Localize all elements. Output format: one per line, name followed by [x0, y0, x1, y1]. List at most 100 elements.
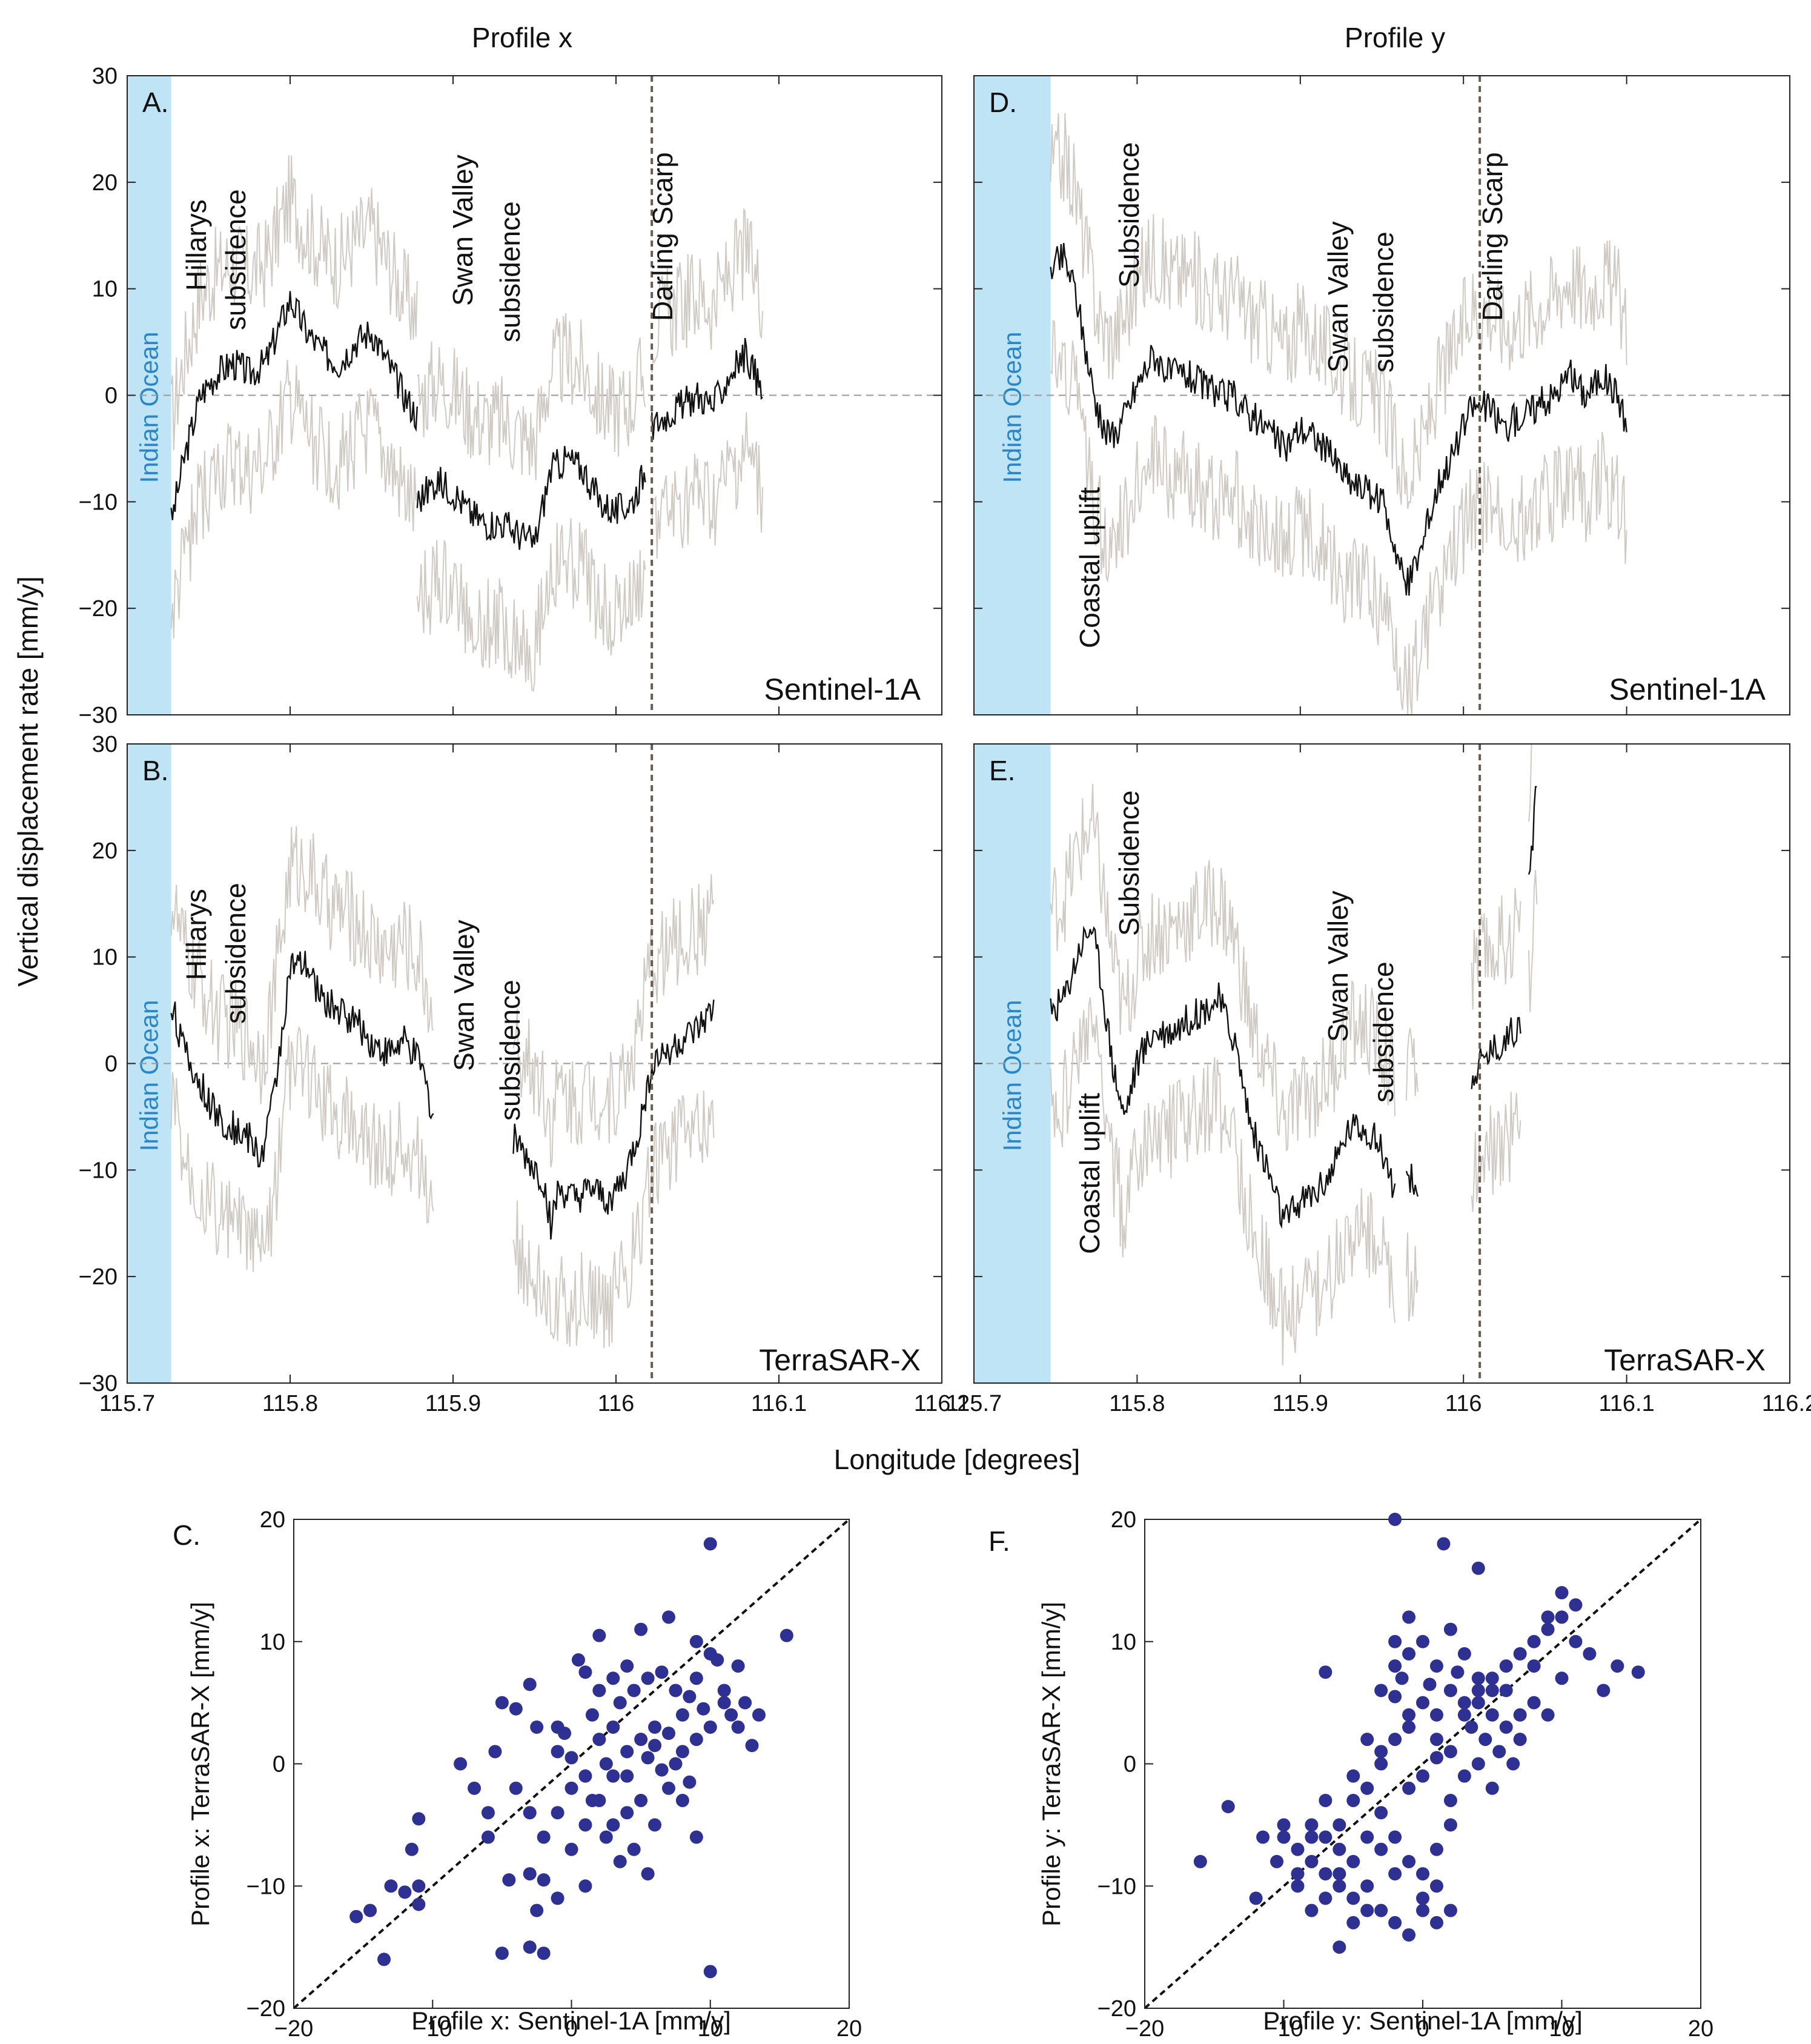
- scatter-point: [523, 1867, 537, 1881]
- scatter-point: [1416, 1891, 1429, 1905]
- scatter-point: [1277, 1830, 1291, 1844]
- scatter-point: [1506, 1757, 1520, 1771]
- y-tick-label: 30: [92, 64, 118, 89]
- scatter-point: [655, 1763, 669, 1777]
- column-titles: Profile x Profile y: [472, 22, 1445, 53]
- x-axis-label: Profile y: Sentinel-1A [mm/y]: [1263, 2006, 1583, 2035]
- scatter-point: [592, 1684, 606, 1697]
- upper-uncertainty-line: [417, 313, 646, 480]
- scatter-point: [1429, 1916, 1443, 1930]
- scatter-point: [1541, 1610, 1555, 1624]
- scatter-point: [1333, 1818, 1346, 1832]
- scatter-point: [1291, 1842, 1305, 1856]
- scatter-point: [1360, 1781, 1374, 1795]
- scatter-point: [1249, 1891, 1263, 1905]
- scatter-point: [349, 1910, 363, 1923]
- scatter-point: [1499, 1720, 1513, 1734]
- scatter-point: [1527, 1659, 1541, 1673]
- scatter-point: [1388, 1634, 1402, 1648]
- annotation-label: Hillarys: [180, 199, 212, 291]
- x-tick-label: 116.2: [914, 1391, 970, 1416]
- sensor-label: Sentinel-1A: [764, 672, 921, 706]
- scatter-point: [1319, 1665, 1333, 1679]
- scatter-point: [683, 1775, 697, 1789]
- x-tick-label: −20: [274, 2016, 313, 2042]
- scatter-point: [523, 1806, 537, 1820]
- scatter-point: [731, 1720, 745, 1734]
- displacement-profile-line: [170, 951, 434, 1167]
- scatter-point: [683, 1690, 697, 1704]
- scatter-point: [551, 1806, 564, 1820]
- scatter-point: [1346, 1794, 1360, 1808]
- x-tick-label: 20: [836, 2016, 862, 2042]
- y-tick-label: 10: [92, 945, 118, 971]
- scatter-point: [627, 1842, 641, 1856]
- annotation-label: Swan Valley: [1322, 891, 1354, 1042]
- scatter-point: [523, 1677, 537, 1691]
- scatter-point: [661, 1610, 675, 1624]
- y-tick-label: 20: [92, 838, 118, 864]
- y-tick-label: −20: [79, 1264, 118, 1290]
- scatter-point: [1388, 1916, 1402, 1930]
- scatter-point: [468, 1781, 482, 1795]
- scatter-point: [1513, 1647, 1527, 1661]
- y-tick-label: 30: [92, 732, 118, 757]
- x-tick-label: 115.7: [946, 1391, 1002, 1416]
- scatter-point: [689, 1634, 703, 1648]
- scatter-point: [1457, 1769, 1471, 1783]
- scatter-frame: [1144, 1519, 1701, 2009]
- scatter-point: [1305, 1854, 1319, 1868]
- annotation-label: Subsidence: [1113, 791, 1145, 936]
- scatter-point: [1429, 1659, 1443, 1673]
- scatter-point: [1319, 1830, 1333, 1844]
- y-tick-label: −20: [79, 596, 118, 622]
- scatter-point: [1319, 1867, 1333, 1881]
- y-tick-label: 0: [105, 383, 118, 409]
- scatter-point: [509, 1702, 523, 1716]
- y-tick-label: 20: [260, 1507, 285, 1533]
- scatter-point: [752, 1708, 766, 1722]
- scatter-point: [1485, 1671, 1499, 1685]
- lower-uncertainty-line: [1528, 870, 1538, 1012]
- lower-uncertainty-line: [512, 1090, 715, 1349]
- scatter-point: [1346, 1769, 1360, 1783]
- scatter-point: [412, 1812, 426, 1826]
- scatter-point: [1305, 1830, 1319, 1844]
- scatter-point: [648, 1739, 662, 1753]
- scatter-point: [1374, 1757, 1388, 1771]
- y-tick-label: 20: [1111, 1507, 1136, 1533]
- scatter-point: [780, 1628, 793, 1642]
- scatter-point: [1374, 1806, 1388, 1820]
- ocean-label: Indian Ocean: [134, 332, 163, 483]
- scatter-point: [717, 1696, 731, 1710]
- scatter-point: [731, 1659, 745, 1673]
- scatter-point: [1388, 1513, 1402, 1526]
- displacement-profile-line: [416, 446, 646, 550]
- scatter-point: [1513, 1708, 1527, 1722]
- scatter-point: [405, 1842, 419, 1856]
- displacement-profile-line: [651, 337, 763, 440]
- scatter-point: [363, 1903, 377, 1917]
- scatter-point: [1499, 1684, 1513, 1697]
- scatter-point: [1429, 1879, 1443, 1893]
- scatter-point: [1443, 1818, 1457, 1832]
- scatter-point: [620, 1769, 634, 1783]
- scatter-point: [1527, 1634, 1541, 1648]
- panel-label: A.: [142, 87, 168, 118]
- panel-label: D.: [989, 87, 1017, 118]
- x-tick-label: 116: [1445, 1391, 1482, 1416]
- scatter-point: [1277, 1818, 1291, 1832]
- scatter-point: [1360, 1879, 1374, 1893]
- scatter-point: [1402, 1781, 1416, 1795]
- scatter-point: [1443, 1794, 1457, 1808]
- scatter-point: [1305, 1903, 1319, 1917]
- scatter-point: [1374, 1684, 1388, 1697]
- displacement-profile-line: [1528, 786, 1537, 875]
- x-tick-label: 0: [1416, 2016, 1429, 2042]
- scatter-point: [412, 1879, 426, 1893]
- y-tick-label: −10: [79, 489, 118, 515]
- scatter-point: [585, 1794, 599, 1808]
- displacement-profile-line: [170, 291, 418, 520]
- ocean-label: Indian Ocean: [998, 1000, 1026, 1152]
- scatter-point: [697, 1702, 710, 1716]
